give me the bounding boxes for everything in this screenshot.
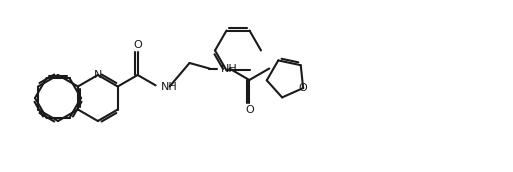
Text: O: O [133, 40, 142, 50]
Text: O: O [299, 83, 307, 93]
Text: N: N [94, 70, 102, 80]
Text: NH: NH [161, 82, 177, 92]
Text: O: O [245, 105, 254, 115]
Text: NH: NH [221, 63, 237, 73]
